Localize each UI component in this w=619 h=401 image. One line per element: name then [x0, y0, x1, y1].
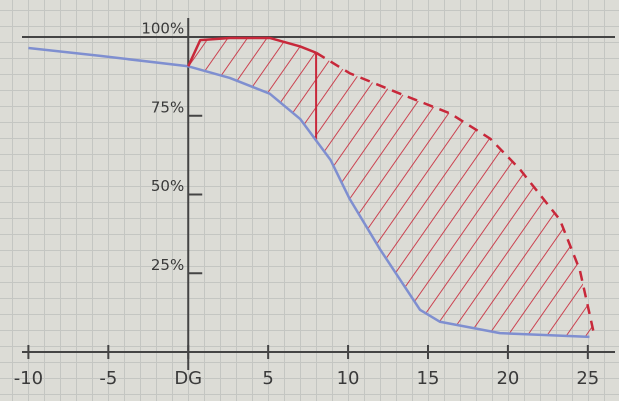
x-tick-label: -10 — [14, 368, 43, 389]
x-tick-label: -5 — [99, 368, 117, 389]
x-tick-label: 25 — [576, 368, 599, 389]
y-tick-label: 25% — [151, 256, 184, 274]
chart: 25% 50% 75% 100% -10 -5 DG 5 10 15 20 25 — [0, 0, 619, 401]
y-tick-label: 75% — [151, 98, 184, 116]
x-tick-label: 10 — [337, 368, 360, 389]
y-tick-label: 100% — [141, 20, 184, 38]
x-tick-label: 5 — [262, 368, 273, 389]
x-tick-label: DG — [174, 368, 202, 389]
x-tick-label: 15 — [417, 368, 440, 389]
x-tick-label: 20 — [496, 368, 519, 389]
y-tick-label: 50% — [151, 177, 184, 195]
